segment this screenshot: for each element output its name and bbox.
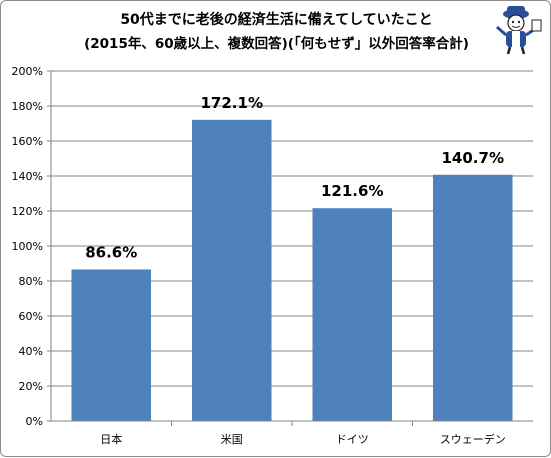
x-tick-label: 米国 — [221, 433, 243, 446]
x-tick-label: 日本 — [100, 432, 122, 446]
x-tick-label: ドイツ — [336, 433, 369, 446]
y-tick-label: 80% — [19, 275, 43, 288]
x-tick-label: スウェーデン — [440, 432, 506, 446]
y-tick-label: 140% — [12, 170, 43, 183]
y-tick-label: 120% — [12, 205, 43, 218]
y-tick-label: 40% — [19, 345, 43, 358]
y-tick-label: 180% — [12, 100, 43, 113]
mascot-character-icon — [488, 3, 546, 61]
bars — [71, 119, 513, 421]
data-labels: 86.6% 172.1% 121.6% 140.7% — [85, 94, 504, 262]
y-tick-label: 160% — [12, 135, 43, 148]
chart-title-line-2: (2015年、60歳以上、複数回答)(「何もせず」以外回答率合計) — [84, 36, 469, 52]
data-label: 140.7% — [442, 149, 504, 167]
y-tick-labels: 0% 20% 40% 60% 80% 100% 120% 140% 160% 180% 200% — [12, 65, 43, 428]
data-label: 86.6% — [85, 243, 137, 261]
bar-3 — [312, 208, 393, 421]
y-tick-label: 200% — [12, 65, 43, 78]
y-tick-label: 20% — [19, 380, 43, 393]
y-tick-label: 0% — [26, 415, 43, 428]
axes — [50, 71, 533, 422]
y-tick-label: 100% — [12, 240, 43, 253]
bar-4 — [432, 174, 513, 421]
data-label: 172.1% — [201, 94, 263, 112]
chart-title-line-1: 50代までに老後の経済生活に備えてしていたこと — [120, 12, 433, 28]
bar-2 — [191, 119, 272, 421]
x-tick-labels: 日本 米国 ドイツ スウェーデン — [100, 432, 506, 446]
y-tick-label: 60% — [19, 310, 43, 323]
bar-1 — [71, 269, 152, 421]
data-label: 121.6% — [321, 182, 383, 200]
